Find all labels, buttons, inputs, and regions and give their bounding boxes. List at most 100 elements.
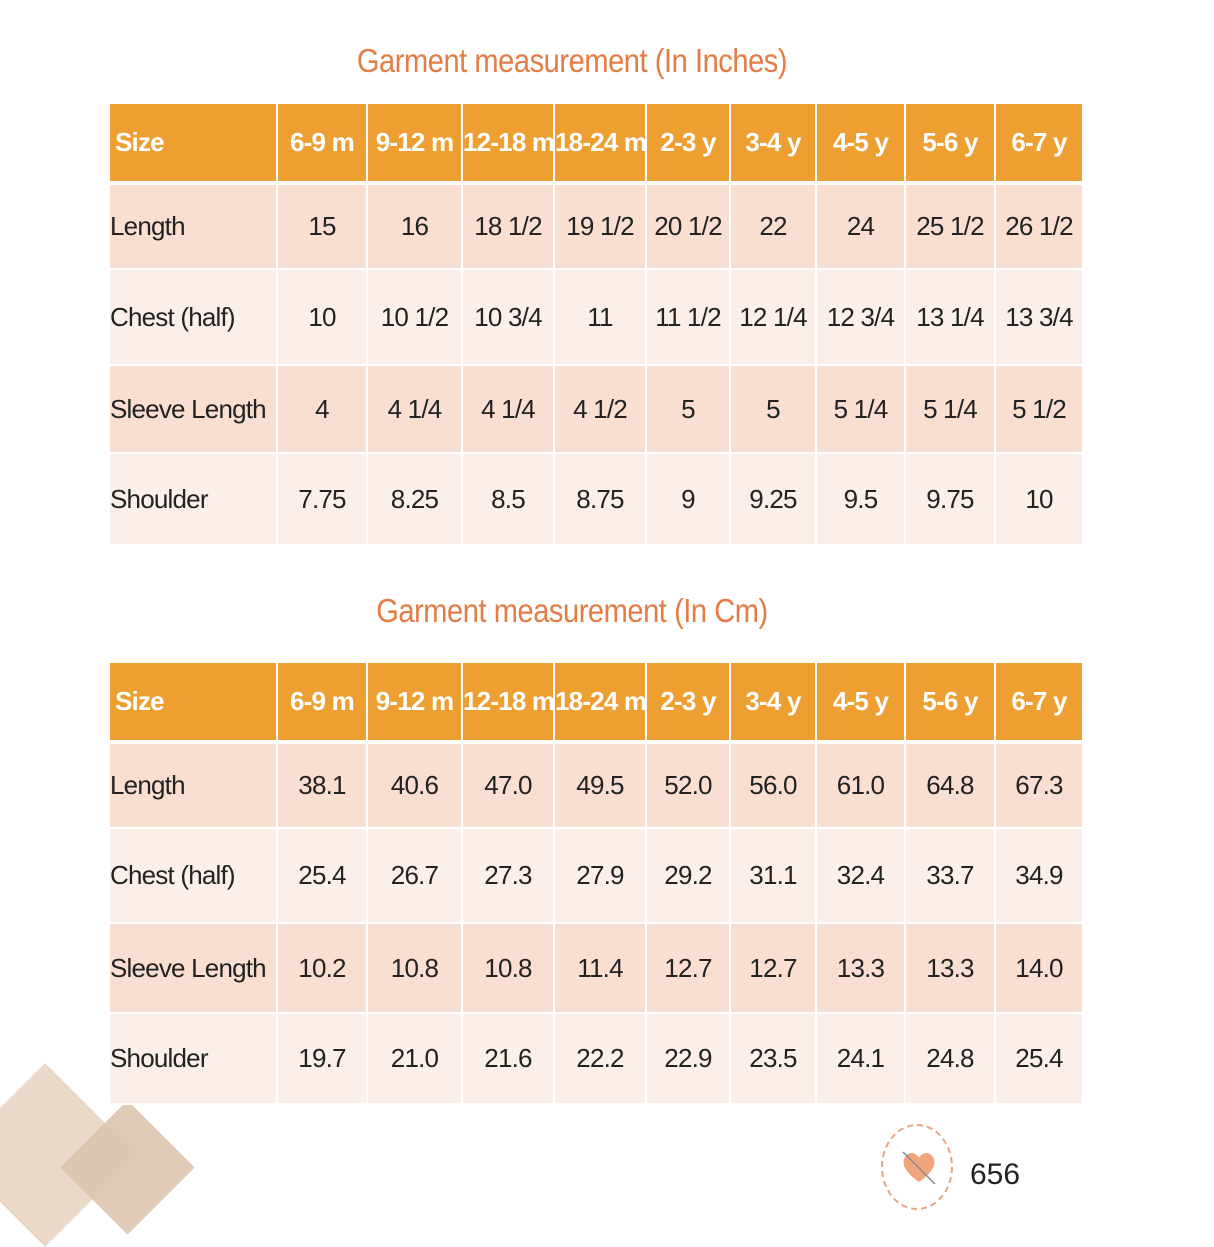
measurement-cell: 10.8	[462, 923, 555, 1014]
size-header: Size	[110, 663, 278, 744]
table-row: Chest (half) 10 10 1/2 10 3/4 11 11 1/2 12 1/4…	[110, 269, 1084, 366]
measurement-cell: 15	[277, 183, 368, 270]
measurement-cell: 12.7	[646, 923, 731, 1014]
row-label: Sleeve Length	[110, 923, 278, 1014]
measurement-cell: 9.75	[905, 453, 996, 546]
measurement-cell: 12 3/4	[816, 269, 906, 366]
measurement-cell: 4 1/2	[554, 365, 647, 454]
measurement-cell: 27.9	[554, 828, 647, 924]
measurement-cell: 64.8	[905, 742, 996, 829]
measurement-cell: 26 1/2	[995, 183, 1084, 270]
measurement-cell: 32.4	[816, 828, 906, 924]
measurement-cell: 25.4	[277, 828, 368, 924]
measurement-cell: 11.4	[554, 923, 647, 1014]
measurement-cell: 21.6	[462, 1013, 555, 1105]
measurement-cell: 5 1/4	[816, 365, 906, 454]
measurement-cell: 13.3	[905, 923, 996, 1014]
measurement-cell: 25 1/2	[905, 183, 996, 270]
measurement-cell: 8.5	[462, 453, 555, 546]
size-column-header: 3-4 y	[730, 104, 817, 185]
measurement-cell: 24	[816, 183, 906, 270]
measurement-cell: 13.3	[816, 923, 906, 1014]
measurement-cell: 18 1/2	[462, 183, 555, 270]
size-column-header: 5-6 y	[905, 104, 996, 185]
measurement-cell: 49.5	[554, 742, 647, 829]
measurement-cell: 4	[277, 365, 368, 454]
table-row: Length 15 16 18 1/2 19 1/2 20 1/2 22 24 25 1/2 26…	[110, 183, 1084, 270]
measurement-cell: 4 1/4	[462, 365, 555, 454]
measurement-cell: 10.2	[277, 923, 368, 1014]
table-row: Shoulder 19.7 21.0 21.6 22.2 22.9 23.5 24.1 24.8…	[110, 1013, 1084, 1105]
row-label: Shoulder	[110, 453, 278, 546]
measurement-cell: 10 3/4	[462, 269, 555, 366]
measurement-cell: 8.75	[554, 453, 647, 546]
table-row: Sleeve Length 10.2 10.8 10.8 11.4 12.7 12.7 13.…	[110, 923, 1084, 1014]
measurement-cell: 34.9	[995, 828, 1084, 924]
measurement-cell: 10 1/2	[367, 269, 463, 366]
measurement-cell: 24.1	[816, 1013, 906, 1105]
size-column-header: 9-12 m	[367, 663, 463, 744]
measurement-cell: 40.6	[367, 742, 463, 829]
measurement-cell: 5	[646, 365, 731, 454]
measurement-cell: 5 1/2	[995, 365, 1084, 454]
measurement-cell: 8.25	[367, 453, 463, 546]
measurement-cell: 38.1	[277, 742, 368, 829]
measurement-cell: 19.7	[277, 1013, 368, 1105]
measurement-cell: 22.2	[554, 1013, 647, 1105]
measurement-cell: 33.7	[905, 828, 996, 924]
measurement-cell: 11 1/2	[646, 269, 731, 366]
row-label: Length	[110, 742, 278, 829]
measurement-cell: 52.0	[646, 742, 731, 829]
measurement-cell: 10	[995, 453, 1084, 546]
size-column-header: 18-24 m	[554, 104, 647, 185]
size-column-header: 3-4 y	[730, 663, 817, 744]
measurement-cell: 9.25	[730, 453, 817, 546]
measurement-cell: 31.1	[730, 828, 817, 924]
brand-logo	[881, 1124, 953, 1210]
page-number: 656	[970, 1158, 1021, 1191]
size-column-header: 6-7 y	[995, 104, 1084, 185]
size-column-header: 18-24 m	[554, 663, 647, 744]
measurement-cell: 56.0	[730, 742, 817, 829]
size-column-header: 5-6 y	[905, 663, 996, 744]
size-column-header: 4-5 y	[816, 104, 906, 185]
measurement-cell: 26.7	[367, 828, 463, 924]
measurement-cell: 61.0	[816, 742, 906, 829]
measurement-cell: 27.3	[462, 828, 555, 924]
measurement-cell: 22.9	[646, 1013, 731, 1105]
measurement-cell: 23.5	[730, 1013, 817, 1105]
measurement-cell: 10.8	[367, 923, 463, 1014]
table-row: Sleeve Length 4 4 1/4 4 1/4 4 1/2 5 5 5 1/4 5 1/…	[110, 365, 1084, 454]
table-row: Chest (half) 25.4 26.7 27.3 27.9 29.2 31.1 32.4…	[110, 828, 1084, 924]
measurement-cell: 7.75	[277, 453, 368, 546]
size-column-header: 12-18 m	[462, 663, 555, 744]
size-column-header: 9-12 m	[367, 104, 463, 185]
row-label: Shoulder	[110, 1013, 278, 1105]
row-label: Chest (half)	[110, 828, 278, 924]
row-label: Sleeve Length	[110, 365, 278, 454]
table-row: Shoulder 7.75 8.25 8.5 8.75 9 9.25 9.5 9.75 10	[110, 453, 1084, 546]
heart-yarn-icon	[902, 1151, 936, 1184]
measurement-cell: 16	[367, 183, 463, 270]
measurement-cell: 12.7	[730, 923, 817, 1014]
measurement-cell: 47.0	[462, 742, 555, 829]
measurement-cell: 9	[646, 453, 731, 546]
measurement-cell: 5	[730, 365, 817, 454]
size-header: Size	[110, 104, 278, 185]
measurement-cell: 22	[730, 183, 817, 270]
cm-table-title: Garment measurement (In Cm)	[376, 592, 768, 629]
row-label: Chest (half)	[110, 269, 278, 366]
table-row: Length 38.1 40.6 47.0 49.5 52.0 56.0 61.0 64.8 67…	[110, 742, 1084, 829]
measurement-cell: 11	[554, 269, 647, 366]
size-column-header: 6-9 m	[277, 104, 368, 185]
measurement-cell: 5 1/4	[905, 365, 996, 454]
size-column-header: 2-3 y	[646, 104, 731, 185]
measurement-cell: 13 3/4	[995, 269, 1084, 366]
measurement-cell: 4 1/4	[367, 365, 463, 454]
measurement-cell: 14.0	[995, 923, 1084, 1014]
size-column-header: 12-18 m	[462, 104, 555, 185]
